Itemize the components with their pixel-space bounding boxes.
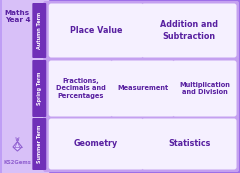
Text: Autumn Term: Autumn Term (37, 12, 42, 49)
FancyBboxPatch shape (0, 0, 49, 173)
FancyBboxPatch shape (32, 118, 46, 170)
Text: Measurement: Measurement (117, 85, 168, 92)
FancyBboxPatch shape (43, 116, 239, 172)
Text: Maths
Year 4: Maths Year 4 (5, 10, 30, 23)
Text: Multiplication
and Division: Multiplication and Division (179, 82, 230, 95)
Text: Place Value: Place Value (70, 26, 122, 35)
FancyBboxPatch shape (43, 1, 239, 60)
FancyBboxPatch shape (49, 3, 144, 57)
Text: KS2Gems: KS2Gems (4, 161, 31, 166)
FancyBboxPatch shape (32, 3, 46, 58)
FancyBboxPatch shape (49, 119, 144, 170)
FancyBboxPatch shape (111, 61, 174, 116)
Text: Addition and
Subtraction: Addition and Subtraction (160, 20, 218, 40)
Text: Fractions,
Decimals and
Percentages: Fractions, Decimals and Percentages (56, 78, 106, 99)
FancyBboxPatch shape (43, 58, 239, 119)
FancyBboxPatch shape (173, 61, 237, 116)
FancyBboxPatch shape (142, 3, 237, 57)
Text: Geometry: Geometry (74, 139, 118, 148)
Polygon shape (13, 142, 22, 151)
Text: Summer Term: Summer Term (37, 125, 42, 163)
FancyBboxPatch shape (142, 119, 237, 170)
FancyBboxPatch shape (49, 61, 113, 116)
Text: Spring Term: Spring Term (37, 72, 42, 105)
FancyBboxPatch shape (32, 60, 46, 117)
Text: Statistics: Statistics (168, 139, 210, 148)
